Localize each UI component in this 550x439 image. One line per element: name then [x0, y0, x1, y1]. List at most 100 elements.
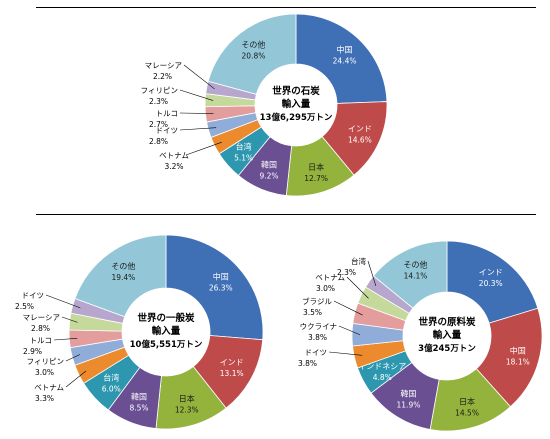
pie-2-leader-line-8	[53, 337, 78, 341]
pie-1-slice-10-value: 2.2%	[153, 72, 172, 81]
pie-3-slice-4-value: 11.9%	[397, 401, 421, 410]
pie-2-center-hole	[122, 288, 210, 376]
pie-2-slice-8-name: トルコ	[30, 336, 52, 345]
pie-3-slice-2-value: 18.1%	[506, 358, 530, 367]
pie-3-leader-line-7	[338, 325, 361, 336]
pie-1-slice-1-value: 24.4%	[333, 57, 357, 66]
pie-2-leader-line-10	[45, 294, 81, 309]
pie-3-slice-6-name: ドイツ	[305, 348, 328, 357]
pie-2-slice-2-name: インド	[220, 358, 244, 367]
pie-3-slice-1-name: インド	[479, 268, 503, 277]
pie-1-slice-1-name: 中国	[337, 45, 353, 55]
pie-3-slice-9-value: 3.0%	[316, 284, 335, 293]
pie-1-leader-line-8	[179, 112, 214, 114]
pie-1-leader-line-6	[185, 141, 222, 156]
pie-1-slice-11-name: その他	[241, 39, 265, 49]
pie-2-slice-9-value: 2.8%	[31, 324, 50, 333]
pie-2-title-line-2: 輸入量	[152, 325, 181, 337]
pie-1-slice-4-name: 韓国	[261, 160, 277, 170]
pie-2-slice-7-value: 3.0%	[35, 368, 54, 377]
pie-2-slice-2-value: 13.1%	[220, 369, 244, 378]
pie-3-slice-8-value: 3.5%	[303, 308, 322, 317]
pie-2-slice-4-name: 韓国	[131, 391, 147, 401]
pie-1-slice-2-value: 14.6%	[348, 136, 372, 145]
pie-2-slice-1-value: 26.3%	[209, 283, 233, 292]
pie-1-slice-7-name: ドイツ	[156, 126, 179, 135]
pie-2-leader-line-9	[61, 316, 78, 323]
pie-2-title-line-3: 10億5,551万トン	[130, 339, 203, 350]
pie-1-slice-11-value: 20.8%	[242, 51, 266, 60]
pie-3-slice-3-name: 日本	[459, 397, 475, 407]
pie-3-leader-line-9	[346, 276, 369, 299]
pie-1-slice-9-name: フィリピン	[141, 86, 178, 95]
pie-3-slice-9-name: ベトナム	[315, 273, 345, 282]
pie-1-slice-8-name: トルコ	[156, 109, 178, 118]
pie-1-leader-line-10	[183, 64, 215, 90]
pie-2-leader-line-6	[65, 370, 87, 388]
pie-3-slice-5-name: インドネシア	[358, 362, 406, 371]
pie-2-slice-6-value: 3.3%	[35, 394, 54, 403]
pie-2-slice-8-value: 2.9%	[23, 347, 42, 356]
pie-3-slice-1-value: 20.3%	[479, 279, 503, 288]
pie-3-chart: インド 20.3% 中国 18.1% 日本 14.5% 韓国 11.9% インドネシア 4.8% ド…	[298, 240, 543, 432]
pie-2-slice-11-value: 19.4%	[111, 273, 135, 282]
pie-1-slice-9-value: 2.3%	[149, 97, 168, 106]
pie-2-slice-6-name: ベトナム	[34, 383, 64, 392]
pie-2-chart: 中国 26.3% インド 13.1% 日本 12.3% 韓国 8.5% 台湾 6.0% ベトナム 3.…	[15, 234, 264, 430]
pie-1-leader-line-7	[179, 127, 217, 131]
pie-3-center-hole	[403, 292, 491, 380]
pie-3-title-line-1: 世界の原料炭	[418, 316, 476, 328]
pie-3-leader-line-6	[328, 351, 363, 356]
pie-2-slice-10-value: 2.5%	[15, 302, 34, 311]
pie-1-title-line-2: 輸入量	[282, 98, 311, 110]
pie-2-slice-3-name: 日本	[179, 394, 195, 404]
pie-3-slice-7-value: 3.8%	[308, 333, 327, 342]
pie-2-slice-5-value: 6.0%	[102, 385, 121, 394]
pie-3-slice-7-name: ウクライナ	[300, 322, 337, 331]
pie-3-leader-line-10	[367, 260, 377, 286]
pie-1-title-line-1: 世界の石炭	[272, 85, 320, 97]
pie-3-slice-2-name: 中国	[510, 346, 526, 356]
pie-3-slice-11-name: その他	[404, 260, 428, 270]
pie-1-slice-5-value: 5.1%	[234, 153, 253, 162]
pie-1-slice-8-value: 2.7%	[149, 120, 168, 129]
pie-3-slice-8-name: ブラジル	[302, 296, 332, 306]
pie-2-slice-3-value: 12.3%	[175, 406, 199, 415]
pie-1-slice-4-value: 9.2%	[259, 172, 278, 181]
pie-1-slice-3-value: 12.7%	[304, 174, 328, 183]
pie-3-title-line-2: 輸入量	[433, 329, 462, 341]
pie-3-slice-4-name: 韓国	[400, 389, 416, 399]
separator-line-top	[36, 7, 536, 8]
pie-3-slice-5-value: 4.8%	[373, 373, 392, 382]
pie-2-title-line-1: 世界の一般炭	[137, 312, 195, 324]
pie-1-slice-6-name: ベトナム	[159, 151, 189, 160]
pie-2-slice-7-name: フィリピン	[27, 357, 64, 366]
pie-1-slice-5-name: 台湾	[236, 141, 252, 151]
pie-2-slice-10-name: ドイツ	[22, 291, 45, 300]
pie-1-slice-2-name: インド	[348, 125, 372, 134]
pie-1-slice-3-name: 日本	[308, 162, 324, 172]
pie-3-slice-10-value: 2.3%	[337, 268, 356, 277]
pie-1-title-line-3: 13億6,295万トン	[260, 112, 333, 123]
pie-3-slice-6-value: 3.8%	[298, 359, 317, 368]
pie-1-slice-7-value: 2.8%	[149, 137, 168, 146]
pie-2-slice-5-name: 台湾	[103, 373, 119, 383]
pie-3-slice-11-value: 14.1%	[404, 272, 428, 281]
separator-line-middle	[36, 214, 536, 215]
pie-2-slice-11-name: その他	[111, 261, 135, 271]
pie-2-leader-line-7	[65, 354, 81, 362]
pie-1-slice-10-name: マレーシア	[145, 61, 182, 70]
pie-1-center-hole	[255, 64, 337, 146]
pie-3-slice-10-name: 台湾	[351, 256, 366, 266]
pie-1-chart: 中国 24.4% インド 14.6% 日本 12.7% 韓国 9.2% 台湾 5.1% ベトナム 3.…	[141, 13, 388, 197]
pie-3-title-line-3: 3億245万トン	[418, 343, 476, 354]
pie-1-slice-1	[295, 13, 388, 104]
pie-3-leader-line-8	[333, 300, 363, 316]
pie-1-slice-6-value: 3.2%	[164, 162, 183, 171]
pie-3-slice-3-value: 14.5%	[455, 409, 479, 418]
pie-2-slice-9-name: マレーシア	[23, 313, 60, 322]
pie-2-slice-1-name: 中国	[213, 271, 229, 281]
pie-1-leader-line-9	[179, 89, 214, 101]
pie-2-slice-4-value: 8.5%	[130, 403, 149, 412]
